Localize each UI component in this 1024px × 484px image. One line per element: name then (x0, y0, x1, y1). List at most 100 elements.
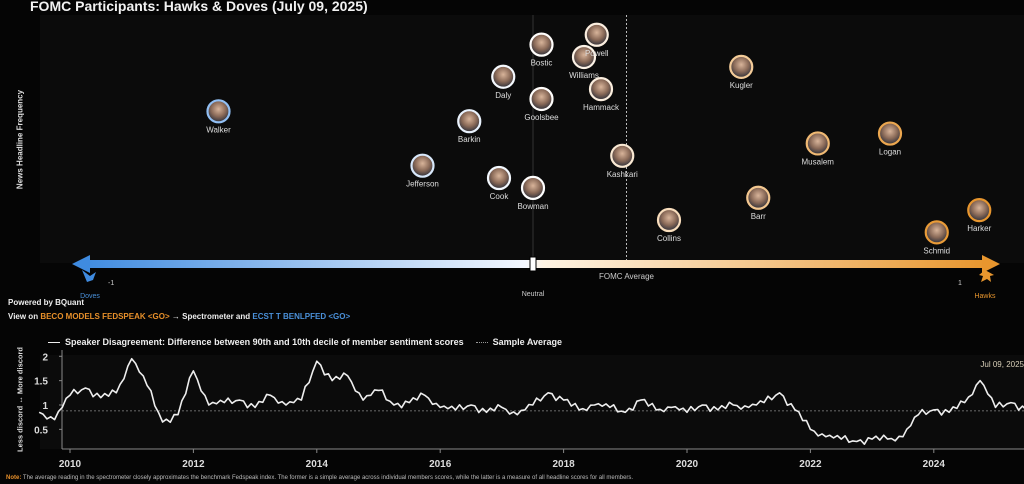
participant-avatar[interactable] (206, 99, 231, 124)
participant-name: Goolsbee (524, 113, 559, 122)
tick-label-neutral: Neutral (522, 291, 545, 298)
participant-jefferson[interactable]: Jefferson (406, 153, 439, 189)
participant-kugler[interactable]: Kugler (729, 54, 754, 90)
legend-average: Sample Average (492, 337, 563, 347)
participant-name: Powell (585, 49, 609, 58)
participant-avatar[interactable] (656, 207, 682, 233)
hawks-label: Hawks (974, 293, 996, 300)
legend-series: Speaker Disagreement: Difference between… (65, 337, 464, 347)
left-arrowhead (72, 255, 90, 273)
participant-walker[interactable]: Walker (206, 99, 231, 134)
participant-kashkari[interactable]: Kashkari (607, 143, 638, 179)
participant-name: Bostic (531, 59, 553, 68)
view-on-prefix: View on (8, 312, 41, 321)
x-tick-label: 2010 (59, 459, 82, 470)
fedspeak-link[interactable]: BECO MODELS FEDSPEAK <GO> (40, 312, 170, 321)
participant-avatar[interactable] (486, 165, 512, 191)
y-tick-label: 0.5 (34, 425, 48, 436)
participant-avatar[interactable] (610, 143, 635, 168)
ecst-link[interactable]: ECST T BENLPFED <GO> (252, 312, 351, 321)
participant-avatar[interactable] (746, 185, 771, 210)
participant-avatar[interactable] (491, 64, 516, 89)
y-axis-label-discord: Less discord ↔ More discord (15, 346, 25, 453)
participant-name: Logan (879, 148, 901, 157)
view-on-text: View on BECO MODELS FEDSPEAK <GO> → Spec… (8, 312, 350, 321)
participant-name: Jefferson (406, 180, 439, 189)
participant-musalem[interactable]: Musalem (802, 131, 835, 166)
participant-avatar[interactable] (529, 86, 554, 112)
right-arrowhead (982, 255, 1000, 273)
participant-schmid[interactable]: Schmid (923, 220, 950, 255)
doves-label: Doves (80, 293, 100, 300)
x-tick-label: 2024 (923, 459, 946, 470)
participant-name: Walker (206, 125, 231, 134)
participant-logan[interactable]: Logan (877, 121, 903, 157)
participant-name: Harker (967, 224, 991, 233)
legend-swatch-series (48, 342, 60, 344)
fomc-average-label: FOMC Average (599, 272, 655, 281)
note-label: Note: (6, 475, 22, 481)
participant-hammack[interactable]: Hammack (583, 76, 620, 112)
participant-bostic[interactable]: Bostic (529, 32, 554, 68)
tick-label-one: 1 (958, 280, 962, 287)
note-text: The average reading in the spectrometer … (22, 475, 634, 481)
x-tick-label: 2012 (182, 459, 205, 470)
line-legend: Speaker Disagreement: Difference between… (48, 337, 562, 347)
participant-avatar[interactable] (729, 54, 754, 79)
participant-avatar[interactable] (571, 44, 597, 70)
participant-avatar[interactable] (805, 131, 830, 156)
participant-daly[interactable]: Daly (491, 64, 516, 100)
powered-by: Powered by BQuant (8, 298, 85, 307)
participant-name: Williams (569, 71, 599, 80)
participant-name: Bowman (517, 202, 548, 211)
participant-avatar[interactable] (877, 121, 903, 146)
participant-name: Kugler (730, 81, 753, 90)
chart-title: FOMC Participants: Hawks & Doves (July 0… (30, 0, 368, 14)
hawk-icon (979, 270, 994, 282)
participant-name: Barkin (458, 135, 481, 144)
neutral-marker (529, 256, 537, 272)
legend-swatch-average (475, 342, 488, 344)
participant-name: Daly (495, 91, 511, 100)
participant-avatar[interactable] (457, 109, 482, 134)
participant-name: Schmid (923, 246, 950, 255)
y-tick-label: 2 (42, 352, 48, 363)
participant-name: Hammack (583, 103, 620, 112)
participant-barkin[interactable]: Barkin (457, 109, 482, 144)
participant-powell[interactable]: Powell (584, 22, 609, 58)
participant-williams[interactable]: Williams (569, 44, 599, 80)
participant-avatar[interactable] (924, 220, 949, 245)
x-tick-label: 2020 (676, 459, 699, 470)
tick-label-minus-one: -1 (108, 280, 114, 287)
x-tick-label: 2018 (552, 459, 575, 470)
participant-name: Barr (751, 212, 766, 221)
scatter-plot-area (40, 15, 1024, 263)
dove-icon (82, 270, 96, 282)
participant-avatar[interactable] (588, 76, 614, 102)
participant-bowman[interactable]: Bowman (517, 175, 549, 211)
participant-avatar[interactable] (967, 198, 992, 223)
participant-avatar[interactable] (410, 153, 435, 178)
participant-name: Musalem (802, 157, 835, 166)
latest-date-annotation: Jul 09, 2025 (980, 360, 1024, 369)
speaker-disagreement-line (38, 357, 1024, 445)
footnote: Note: The average reading in the spectro… (6, 475, 633, 481)
line-plot-area (40, 355, 1024, 449)
participant-collins[interactable]: Collins (656, 207, 682, 243)
participant-barr[interactable]: Barr (746, 185, 771, 221)
y-tick-label: 1.5 (34, 377, 48, 388)
participant-name: Collins (657, 234, 681, 243)
x-tick-label: 2014 (306, 459, 329, 470)
participant-name: Cook (490, 192, 510, 201)
participant-avatar[interactable] (520, 175, 546, 200)
view-on-mid: → Spectrometer and (169, 312, 253, 321)
participant-harker[interactable]: Harker (967, 198, 992, 233)
participant-avatar[interactable] (529, 32, 554, 57)
participant-avatar[interactable] (584, 22, 609, 47)
participant-goolsbee[interactable]: Goolsbee (524, 86, 559, 122)
x-tick-label: 2016 (429, 459, 452, 470)
participant-name: Kashkari (607, 170, 638, 179)
participant-cook[interactable]: Cook (486, 165, 512, 201)
x-tick-label: 2022 (799, 459, 822, 470)
